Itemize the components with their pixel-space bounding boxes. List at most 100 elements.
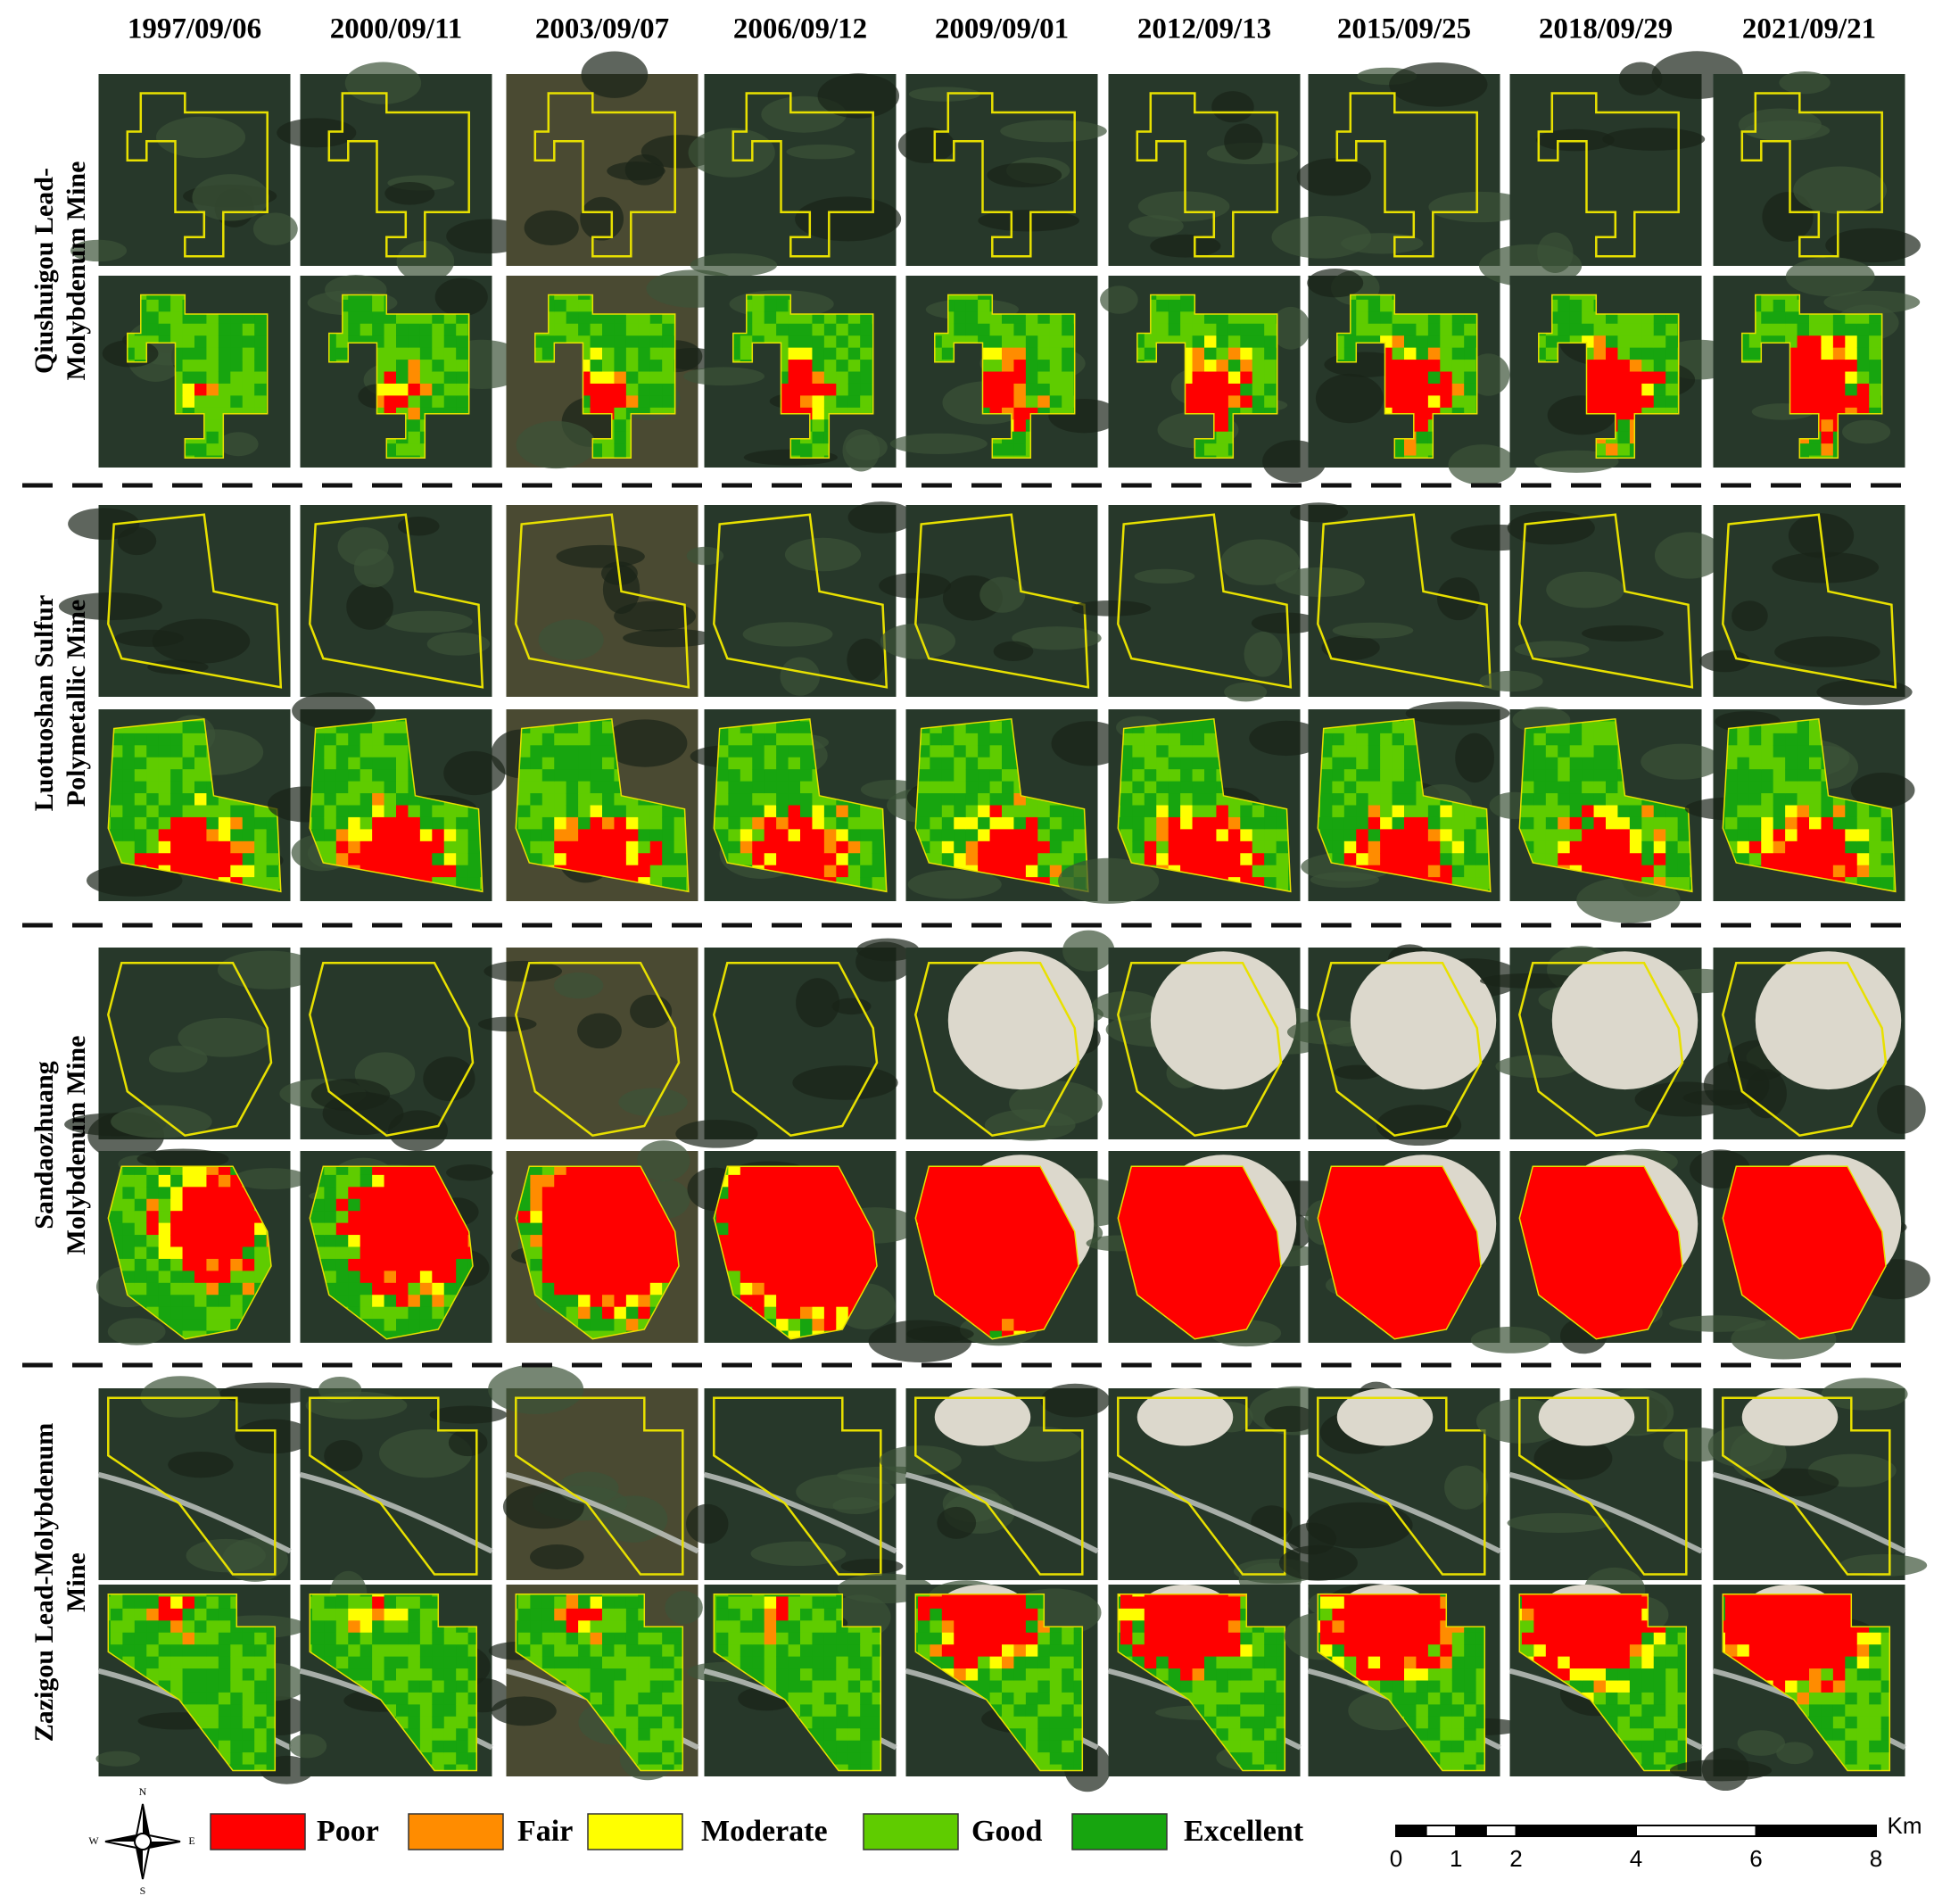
- grade-cell: [1606, 360, 1618, 372]
- grade-cell: [384, 829, 397, 842]
- grade-cell: [674, 840, 687, 854]
- grade-cell: [1204, 443, 1217, 457]
- grade-cell: [1653, 816, 1666, 830]
- grade-cell: [1356, 757, 1369, 770]
- grade-cell: [1569, 805, 1583, 818]
- grade-cell: [1451, 383, 1465, 396]
- grade-cell: [170, 816, 184, 830]
- grade-cell: [800, 757, 813, 770]
- terrain: [292, 691, 376, 730]
- grade-cell: [715, 816, 729, 830]
- grade-cell: [396, 793, 409, 806]
- grade-cell: [1216, 816, 1229, 830]
- grade-cell: [1204, 335, 1217, 349]
- terrain: [1211, 91, 1254, 123]
- grade-cell: [662, 335, 675, 349]
- grade-cell: [930, 793, 943, 806]
- image-tile: [683, 276, 897, 472]
- grade-cell: [1809, 805, 1822, 818]
- grade-cell: [1569, 294, 1583, 301]
- grade-cell: [1641, 383, 1655, 396]
- grade-cell: [1653, 395, 1666, 409]
- grade-cell: [602, 816, 615, 830]
- grade-cell: [1737, 853, 1750, 866]
- grade-cell: [1144, 853, 1157, 866]
- grade-cell: [218, 360, 231, 372]
- grade-cell: [396, 745, 409, 758]
- grade-cell: [1252, 840, 1265, 854]
- grade-cell: [1037, 816, 1051, 830]
- grade-cell: [823, 816, 837, 830]
- grade-cell: [1582, 816, 1595, 830]
- grade-cell: [1773, 793, 1786, 806]
- grade-cell: [1451, 311, 1465, 325]
- grade-cell: [965, 781, 979, 794]
- grade-cell: [1785, 757, 1798, 770]
- grade-cell: [715, 769, 729, 782]
- grade-cell: [1488, 877, 1491, 890]
- grade-cell: [1002, 745, 1014, 758]
- grade-cell: [728, 757, 741, 770]
- grade-cell: [1593, 853, 1607, 866]
- grade-cell: [1797, 816, 1810, 830]
- grade-cell: [1132, 781, 1145, 794]
- grade-cell: [788, 455, 801, 459]
- grade-cell: [860, 360, 873, 372]
- terrain: [58, 592, 162, 621]
- grade-cell: [1569, 299, 1583, 312]
- grade-cell: [1569, 721, 1583, 734]
- grade-cell: [674, 853, 687, 866]
- grade-cell: [1180, 769, 1194, 782]
- grade-cell: [1785, 840, 1798, 854]
- grade-cell: [1392, 335, 1405, 349]
- grade-cell: [625, 383, 639, 396]
- grade-cell: [134, 757, 147, 770]
- grade-cell: [1464, 853, 1477, 866]
- grade-cell: [788, 793, 801, 806]
- grade-cell: [1025, 853, 1038, 866]
- grade-cell: [800, 371, 813, 385]
- grade-cell: [1049, 311, 1062, 325]
- grade-cell: [1392, 757, 1405, 770]
- grade-cell: [1606, 718, 1618, 722]
- grade-cell: [1845, 383, 1858, 396]
- grade-cell: [408, 829, 421, 842]
- terrain: [1816, 679, 1913, 706]
- grade-cell: [602, 335, 615, 349]
- grade-cell: [182, 781, 195, 794]
- image-tile: [897, 74, 1107, 266]
- grade-cell: [1856, 311, 1870, 325]
- image-tile: [1307, 268, 1517, 485]
- grade-cell: [812, 383, 825, 396]
- grade-cell: [836, 371, 849, 385]
- grade-cell: [360, 793, 373, 806]
- grade-cell: [311, 745, 325, 758]
- grade-cell: [941, 733, 955, 746]
- grade-cell: [1002, 865, 1014, 878]
- grade-cell: [310, 816, 313, 830]
- terrain: [1307, 268, 1364, 298]
- grade-cell: [1049, 335, 1062, 349]
- grade-cell: [1606, 383, 1618, 396]
- grade-cell: [360, 745, 373, 758]
- grade-cell: [1037, 335, 1051, 349]
- grade-cell: [1606, 443, 1618, 457]
- grade-cell: [662, 311, 675, 325]
- grade-cell: [396, 757, 409, 770]
- grade-cell: [1832, 360, 1846, 372]
- grade-cell: [1606, 769, 1618, 782]
- grade-cell: [1356, 829, 1369, 842]
- grade-cell: [1821, 455, 1834, 459]
- grade-cell: [158, 294, 171, 301]
- terrain: [897, 127, 955, 164]
- grade-cell: [800, 323, 813, 336]
- grade-cell: [1252, 311, 1265, 325]
- grade-cell: [1168, 840, 1181, 854]
- grade-cell: [1617, 829, 1631, 842]
- grade-cell: [372, 853, 385, 866]
- grade-cell: [812, 347, 825, 360]
- grade-cell: [788, 335, 801, 349]
- grade-cell: [989, 455, 1003, 459]
- grade-cell: [1558, 840, 1571, 854]
- grade-cell: [1427, 323, 1441, 336]
